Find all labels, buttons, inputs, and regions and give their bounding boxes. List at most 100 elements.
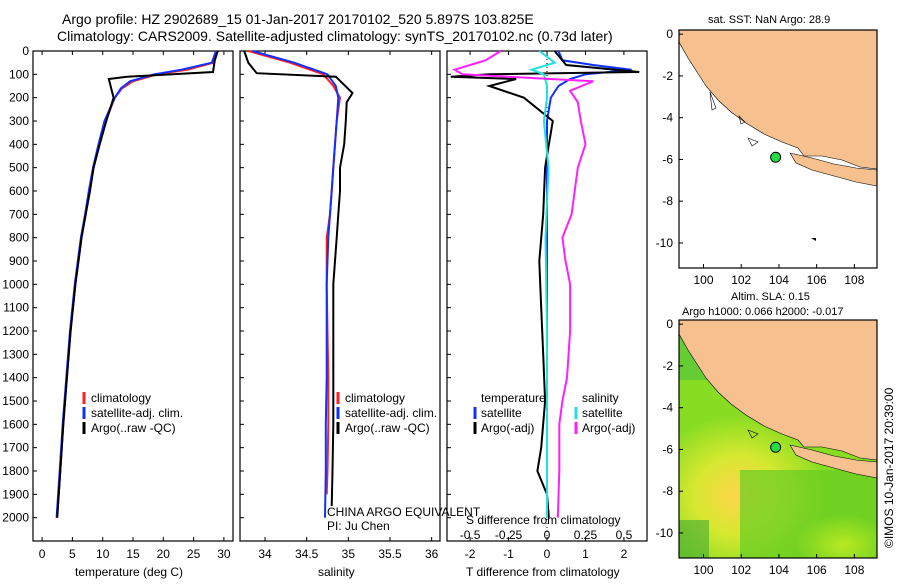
- sst-float-marker: [770, 151, 782, 163]
- difference-legend: temperature satellite Argo(-adj) salinit…: [473, 391, 635, 435]
- y-tick-label: 300: [9, 114, 29, 128]
- map-x-tick-label: 106: [807, 273, 827, 287]
- x-tick-top-label: 0: [544, 528, 551, 542]
- map-y-tick-label: -4: [662, 111, 673, 125]
- y-tick-label: 1100: [3, 301, 29, 315]
- legend-argo-label: Argo(..raw -QC): [91, 421, 176, 435]
- temperature-xlabel: temperature (deg C): [75, 565, 183, 579]
- sst-map-title: sat. SST: NaN Argo: 28.9: [708, 14, 830, 26]
- sla-map-land: [678, 319, 878, 479]
- diff-s-sat-line: [528, 50, 557, 518]
- sla-map-field-south: [740, 470, 877, 558]
- legend-salinity-title: salinity: [582, 391, 619, 405]
- map-y-tick-label: -8: [662, 484, 673, 498]
- sla-float-marker: [770, 441, 782, 453]
- y-tick-label: 500: [9, 161, 29, 175]
- y-tick-label: 1900: [2, 487, 29, 501]
- x-tick-top-label: 0.25: [574, 528, 598, 542]
- x-tick-label: 20: [157, 547, 171, 561]
- map-y-tick-label: -2: [662, 69, 673, 83]
- map-y-tick-label: 0: [666, 27, 673, 41]
- x-tick-label: 35: [342, 547, 356, 561]
- x-tick-label: 2: [621, 547, 628, 561]
- x-tick-label: 35.5: [378, 547, 402, 561]
- y-tick-label: 1500: [2, 394, 29, 408]
- map-x-tick-label: 108: [844, 563, 864, 577]
- x-tick-label: 5: [69, 547, 76, 561]
- map-y-tick-label: -10: [656, 236, 674, 250]
- map-y-tick-label: -10: [656, 526, 674, 540]
- x-tick-label: 15: [126, 547, 140, 561]
- x-tick-label: 34: [258, 547, 272, 561]
- legend-s-sat-label: satellite: [582, 406, 623, 420]
- y-tick-label: 800: [9, 231, 29, 245]
- x-tick-top-label: -0.5: [460, 528, 481, 542]
- map-x-tick-label: 100: [693, 563, 713, 577]
- x-tick-top-label: -0.25: [495, 528, 523, 542]
- legend-clim-label: climatology: [91, 391, 151, 405]
- legend-sat-label: satellite-adj. clim.: [345, 406, 437, 420]
- sal-sat-line: [252, 50, 340, 518]
- y-tick-label: 1300: [2, 347, 29, 361]
- sst-map-panel: sat. SST: NaN Argo: 28.9 100 102 104 106 108…: [656, 14, 878, 287]
- difference-xlabel: T difference from climatology: [466, 565, 620, 579]
- y-tick-label: 100: [9, 67, 29, 81]
- legend-argo-label: Argo(..raw -QC): [345, 421, 430, 435]
- legend-temperature-title: temperature: [481, 391, 546, 405]
- y-tick-label: 1200: [2, 324, 29, 338]
- map-y-tick-label: -4: [662, 401, 673, 415]
- y-tick-label: 600: [9, 184, 29, 198]
- x-tick-label: 0: [544, 547, 551, 561]
- y-tick-label: 1400: [2, 371, 29, 385]
- y-tick-label: 1600: [2, 417, 29, 431]
- x-tick-label: -1: [503, 547, 514, 561]
- map-x-tick-label: 106: [807, 563, 827, 577]
- y-tick-label: 2000: [2, 511, 29, 525]
- map-x-tick-label: 108: [844, 273, 864, 287]
- map-x-tick-label: 102: [731, 563, 751, 577]
- x-tick-top-label: 0.5: [616, 528, 633, 542]
- map-y-tick-label: -6: [662, 442, 673, 456]
- x-tick-label: 34.5: [295, 547, 319, 561]
- y-tick-label: 0: [22, 44, 29, 58]
- map-y-tick-label: -8: [662, 194, 673, 208]
- x-tick-label: 0: [39, 547, 46, 561]
- sla-map-panel: Altim. SLA: 0.15 Argo h1000: 0.066 h2000…: [656, 291, 878, 577]
- salinity-legend: climatology satellite-adj. clim. Argo(..…: [336, 391, 437, 435]
- annotation-institution: CHINA ARGO EQUIVALENT: [327, 505, 481, 519]
- y-tick-label: 400: [9, 137, 29, 151]
- difference-xlabel-top: S difference from climatology: [466, 513, 621, 527]
- sla-map-title: Altim. SLA: 0.15: [731, 291, 810, 303]
- map-x-tick-label: 102: [731, 273, 751, 287]
- x-tick-label: 25: [187, 547, 201, 561]
- sla-map-subtitle: Argo h1000: 0.066 h2000: -0.017: [682, 306, 843, 318]
- y-tick-label: 700: [9, 207, 29, 221]
- header-line2: Climatology: CARS2009. Satellite-adjuste…: [57, 28, 613, 44]
- salinity-xlabel: salinity: [318, 565, 355, 579]
- diff-s-argo-line: [452, 50, 594, 518]
- x-tick-label: -2: [465, 547, 476, 561]
- map-x-tick-label: 104: [769, 563, 789, 577]
- header-line1: Argo profile: HZ 2902689_15 01-Jan-2017 …: [62, 11, 534, 27]
- y-tick-label: 1800: [2, 464, 29, 478]
- y-tick-label: 1700: [2, 441, 29, 455]
- legend-s-argo-label: Argo(-adj): [582, 421, 635, 435]
- sst-map-land: [678, 29, 878, 241]
- map-x-tick-label: 104: [769, 273, 789, 287]
- difference-panel: -2 -1 0 1 2 -0.5 -0.25 0 0.25 0.5 S difference f…: [446, 50, 648, 579]
- map-y-tick-label: 0: [666, 317, 673, 331]
- legend-sat-label: satellite-adj. clim.: [91, 406, 183, 420]
- legend-clim-label: climatology: [345, 391, 405, 405]
- x-tick-label: 30: [217, 547, 231, 561]
- temp-sat-line: [55, 50, 217, 518]
- temperature-legend: climatology satellite-adj. clim. Argo(..…: [82, 391, 183, 435]
- sla-map-field-corner: [679, 520, 709, 558]
- x-tick-label: 1: [582, 547, 589, 561]
- imos-credit: ©IMOS 10-Jan-2017 20:39:00: [882, 387, 896, 548]
- y-tick-label: 900: [9, 254, 29, 268]
- map-y-tick-label: -2: [662, 359, 673, 373]
- map-y-tick-label: -6: [662, 152, 673, 166]
- map-x-tick-label: 100: [693, 273, 713, 287]
- diff-t-argo-line: [450, 50, 640, 518]
